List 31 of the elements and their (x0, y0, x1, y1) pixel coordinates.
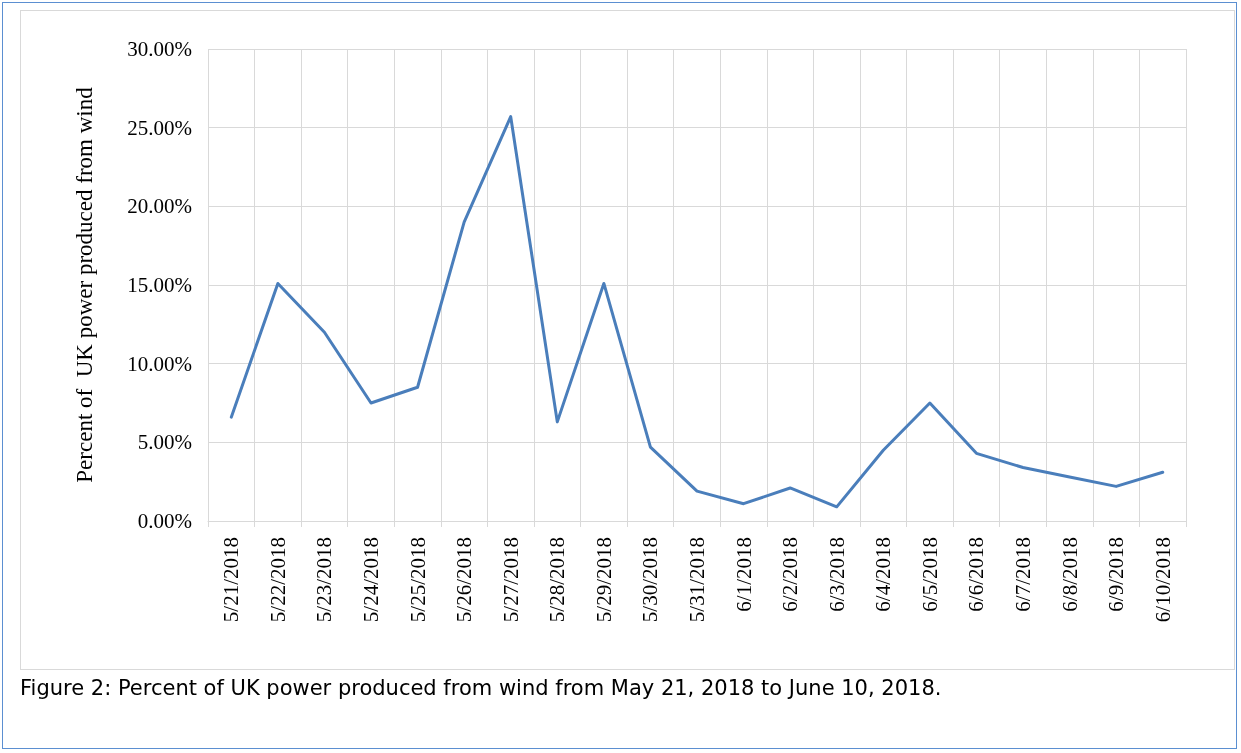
x-tick-label: 5/29/2018 (591, 537, 616, 623)
y-axis-title: Percent of UK power produced from wind (72, 86, 97, 483)
y-tick-label: 15.00% (127, 273, 192, 297)
x-tick-label: 6/1/2018 (731, 537, 756, 612)
y-tick-label: 20.00% (127, 194, 192, 219)
line-series (229, 115, 1165, 509)
x-tick-label: 5/21/2018 (219, 537, 244, 623)
y-tick-label: 25.00% (127, 115, 192, 140)
x-tick-label: 5/28/2018 (545, 537, 570, 623)
caption: Figure 2: Percent of UK power produced from wind from May 21, 2018 to June 10, 2018. (20, 676, 942, 700)
x-tick-label: 5/31/2018 (685, 537, 709, 623)
x-tick-label: 5/27/2018 (498, 537, 523, 623)
x-tick-label: 5/24/2018 (359, 537, 383, 623)
x-tick-label: 6/7/2018 (1011, 537, 1035, 612)
x-tick-label: 6/10/2018 (1150, 537, 1175, 623)
x-tick-label: 5/26/2018 (452, 537, 477, 623)
y-tick-label: 30.00% (127, 37, 192, 61)
x-tick-label: 6/9/2018 (1104, 537, 1129, 612)
x-tick-label: 6/2/2018 (778, 537, 803, 612)
x-tick-label: 6/3/2018 (824, 537, 849, 612)
y-tick-label: 5.00% (137, 430, 192, 455)
x-tick-label: 6/8/2018 (1057, 537, 1082, 612)
y-tick-label: 0.00% (137, 509, 192, 533)
x-tick-label: 5/30/2018 (638, 537, 663, 623)
y-tick-label: 10.00% (127, 351, 192, 376)
x-tick-label: 5/25/2018 (405, 537, 430, 623)
x-tick-label: 6/5/2018 (917, 537, 942, 612)
x-tick-label: 6/6/2018 (964, 537, 989, 612)
x-tick-label: 5/22/2018 (265, 537, 290, 623)
x-tick-label: 5/23/2018 (312, 537, 337, 623)
x-tick-label: 6/4/2018 (871, 537, 896, 612)
